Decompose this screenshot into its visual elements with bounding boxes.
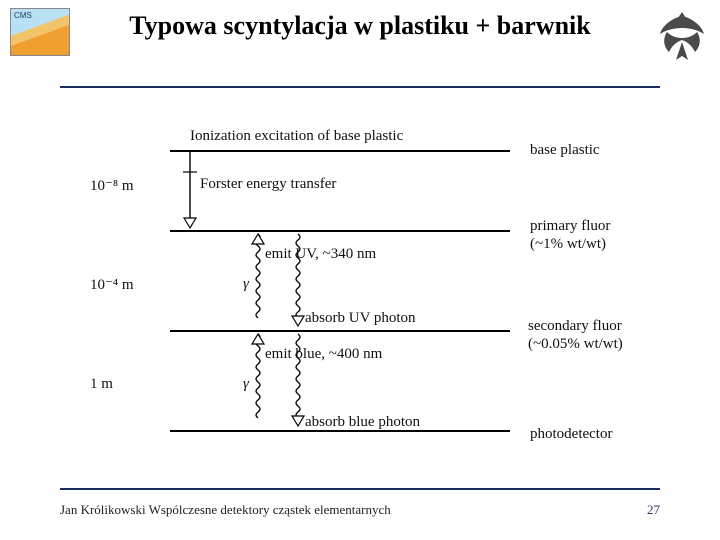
right-label: secondary fluor (528, 318, 622, 335)
right-label: (~1% wt/wt) (530, 236, 606, 253)
energy-level-line (170, 150, 510, 152)
forster-transfer-arrow (180, 152, 200, 237)
right-label: (~0.05% wt/wt) (528, 336, 623, 353)
left-scale-label: 10⁻⁸ m (90, 176, 134, 195)
cms-logo-label: CMS (14, 11, 32, 20)
footer-text: Jan Królikowski Wspólczesne detektory cz… (60, 502, 391, 518)
center-label: emit blue, ~400 nm (265, 346, 382, 363)
energy-level-line (170, 230, 510, 232)
left-scale-label: 10⁻⁴ m (90, 275, 134, 294)
cms-logo: CMS (10, 8, 70, 56)
photon-wavy-arrow (248, 234, 268, 333)
slide-title: Typowa scyntylacja w plastiku + barwnik (100, 10, 620, 43)
center-label: Forster energy transfer (200, 176, 336, 193)
eagle-crest-icon (655, 6, 710, 66)
right-label: base plastic (530, 142, 600, 159)
center-label: absorb blue photon (305, 414, 420, 431)
right-label: primary fluor (530, 218, 610, 235)
photon-wavy-arrow (288, 334, 308, 433)
footer-divider (60, 488, 660, 490)
center-label: Ionization excitation of base plastic (190, 128, 403, 145)
left-scale-label: 1 m (90, 376, 113, 393)
photon-wavy-arrow (248, 334, 268, 433)
right-label: photodetector (530, 426, 612, 443)
header-divider (60, 86, 660, 88)
energy-level-line (170, 330, 510, 332)
page-number: 27 (647, 502, 660, 518)
center-label: absorb UV photon (305, 310, 416, 327)
photon-wavy-arrow (288, 234, 308, 333)
scintillation-diagram: 10⁻⁸ m 10⁻⁴ m 1 m base plastic primary fluor… (90, 130, 640, 460)
center-label: emit UV, ~340 nm (265, 246, 376, 263)
title-area: Typowa scyntylacja w plastiku + barwnik (100, 10, 620, 43)
